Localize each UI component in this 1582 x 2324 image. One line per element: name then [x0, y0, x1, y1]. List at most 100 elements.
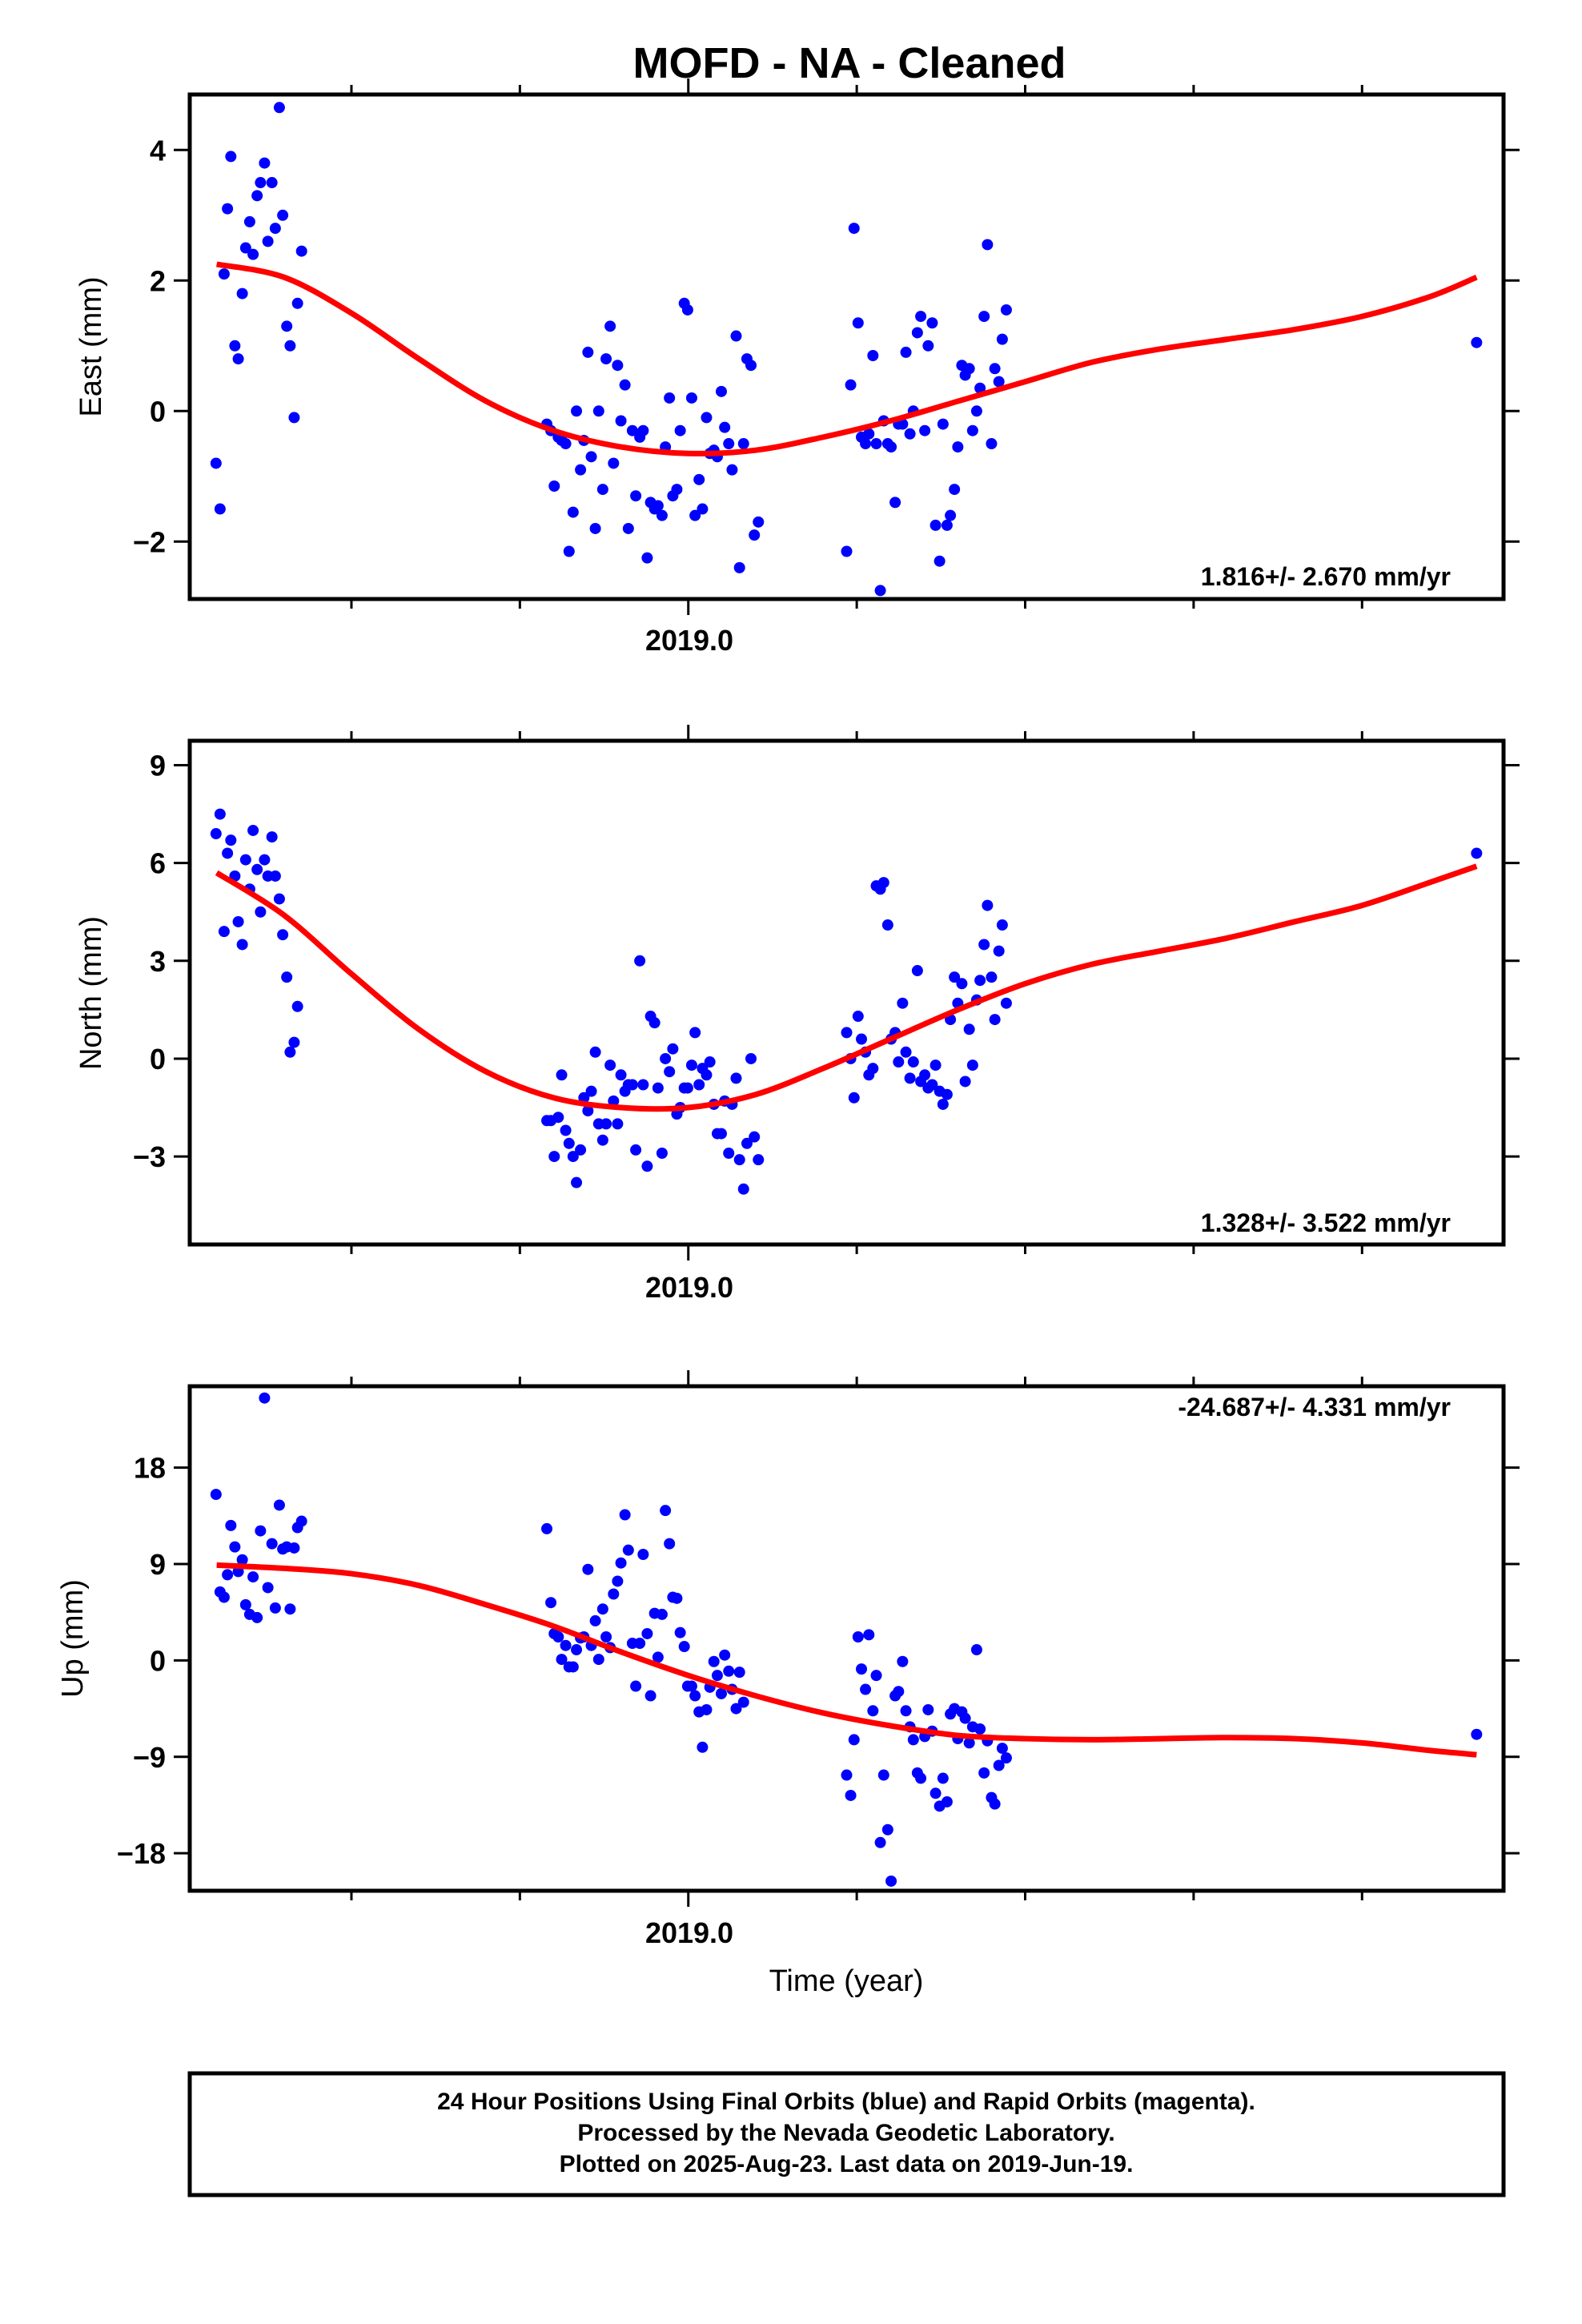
data-point [919, 1069, 931, 1081]
data-point [273, 1499, 285, 1511]
data-point [619, 1509, 631, 1521]
data-point [900, 1705, 912, 1717]
data-point [870, 438, 882, 450]
data-point [897, 997, 909, 1009]
data-point [585, 451, 597, 463]
data-point [911, 327, 923, 339]
data-point [652, 1082, 664, 1094]
data-point [236, 939, 248, 951]
data-point [701, 1703, 713, 1715]
data-point [996, 333, 1008, 345]
data-point [600, 1630, 612, 1642]
data-point [989, 1014, 1001, 1026]
data-point [556, 1069, 568, 1081]
data-point [930, 1787, 942, 1799]
east-x-tick-label: 2019.0 [645, 624, 733, 657]
data-point [1471, 847, 1483, 859]
data-point [982, 899, 994, 911]
data-point [719, 421, 731, 433]
data-point [941, 519, 953, 531]
footer-line-2: Processed by the Nevada Geodetic Laborat… [577, 2120, 1114, 2146]
data-point [867, 1705, 879, 1717]
data-point [900, 346, 912, 358]
north-trend-line [215, 863, 1478, 1112]
data-point [726, 464, 738, 476]
north-panel: −3 0 3 6 9 North (mm) 1.328+/- 3.522 mm/yr 2… [74, 725, 1520, 1304]
data-point [225, 151, 237, 163]
data-point [907, 1056, 919, 1068]
data-point [915, 1772, 927, 1784]
data-point [589, 522, 601, 534]
data-point [860, 438, 872, 450]
up-data-points [210, 1392, 1483, 1887]
y-tick-label: 0 [150, 1043, 166, 1076]
y-tick-label: −2 [133, 525, 166, 558]
data-point [218, 1591, 230, 1603]
data-point [612, 1118, 624, 1130]
footer-line-3: Plotted on 2025-Aug-23. Last data on 201… [560, 2151, 1134, 2177]
data-point [963, 1737, 975, 1749]
data-point [671, 1592, 683, 1604]
data-point [656, 509, 668, 521]
data-point [641, 1627, 653, 1639]
data-point [604, 320, 616, 332]
data-point [737, 1183, 749, 1195]
north-data-points [210, 808, 1483, 1195]
data-point [856, 1663, 868, 1675]
data-point [596, 1603, 608, 1615]
data-point [956, 978, 968, 990]
data-point [634, 1638, 646, 1650]
data-point [693, 1079, 705, 1091]
data-point [966, 424, 978, 436]
data-point [674, 424, 686, 436]
data-point [867, 350, 879, 362]
data-point [567, 1151, 579, 1163]
data-point [575, 1144, 587, 1156]
data-point [719, 1649, 731, 1661]
data-point [545, 1597, 557, 1609]
data-point [251, 190, 263, 202]
data-point [619, 379, 631, 391]
data-point [723, 1148, 735, 1160]
y-tick-label: 6 [150, 847, 166, 880]
east-x-ticks [350, 78, 1363, 615]
data-point [281, 320, 293, 332]
y-tick-label: 4 [150, 134, 166, 167]
data-point [622, 1544, 634, 1556]
data-point [277, 929, 289, 941]
east-rate-label: 1.816+/- 2.670 mm/yr [1201, 562, 1451, 591]
y-tick-label: 9 [150, 1548, 166, 1581]
data-point [959, 1712, 971, 1724]
footer-line-1: 24 Hour Positions Using Final Orbits (bl… [437, 2089, 1255, 2115]
data-point [848, 1734, 860, 1746]
data-point [749, 1131, 761, 1143]
data-point [930, 519, 942, 531]
data-point [259, 854, 271, 866]
data-point [592, 1654, 604, 1666]
data-point [978, 311, 990, 323]
data-point [596, 484, 608, 496]
y-tick-label: −18 [117, 1837, 166, 1870]
data-point [656, 1608, 668, 1620]
data-point [874, 585, 886, 597]
data-point [277, 209, 289, 221]
data-point [753, 1154, 765, 1166]
data-point [697, 1741, 709, 1753]
data-point [210, 1489, 222, 1501]
data-point [867, 1063, 879, 1075]
data-point [949, 971, 961, 983]
data-point [592, 405, 604, 417]
data-point [922, 1703, 934, 1715]
data-point [608, 1588, 620, 1600]
data-point [974, 975, 986, 987]
data-point [877, 877, 889, 889]
data-point [963, 1023, 975, 1035]
data-point [622, 522, 634, 534]
data-point [949, 484, 961, 496]
data-point [541, 1522, 553, 1534]
data-point [904, 1072, 916, 1084]
up-y-ticks: −18 −9 0 9 18 [117, 1452, 1520, 1870]
data-point [630, 490, 642, 502]
data-point [291, 1000, 303, 1012]
data-point [284, 1046, 296, 1058]
